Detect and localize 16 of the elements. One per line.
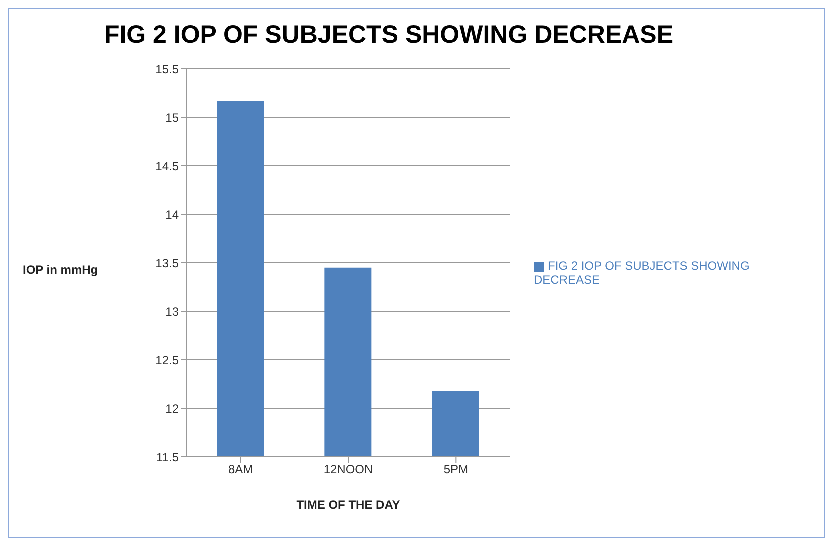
legend-label: FIG 2 IOP OF SUBJECTS SHOWING DECREASE [534,259,750,287]
y-axis-title: IOP in mmHg [23,263,98,277]
y-tick-label: 11.5 [156,450,180,464]
y-tick-label: 12 [166,402,180,416]
x-axis-title: TIME OF THE DAY [296,498,400,512]
y-tick-label: 15.5 [156,62,180,76]
y-tick-label: 14 [166,208,180,222]
chart-title: FIG 2 IOP OF SUBJECTS SHOWING DECREASE [103,21,675,50]
y-tick-label: 13 [166,304,180,319]
x-tick-label: 12NOON [324,462,374,477]
y-tick-label: 14.5 [156,159,180,174]
x-tick-label: 5PM [444,462,469,477]
y-tick-label: 13.5 [156,256,180,270]
x-tick-label: 8AM [228,462,254,477]
y-tick-label: 15 [166,110,180,125]
y-tick-label: 12.5 [156,353,180,368]
